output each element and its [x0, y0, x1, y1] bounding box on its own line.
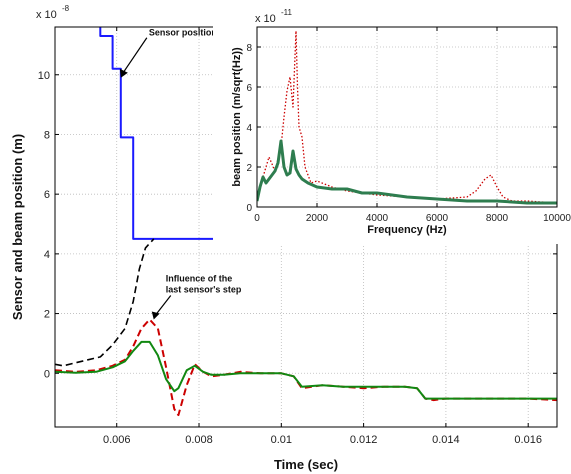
influence-arrowhead	[151, 311, 160, 320]
main-y-scale-label: x 10	[36, 9, 57, 21]
x-tick-label: 0.012	[350, 434, 378, 446]
inset-chart: 0 2000 4000 6000 8000 10000 0 2 4 6 8 x 10 -11 bea…	[213, 8, 571, 244]
x-tick-label: 0.01	[271, 434, 292, 446]
inset-background	[213, 8, 569, 244]
y-tick-label: 4	[246, 123, 252, 134]
influence-arrow	[156, 295, 172, 314]
series-line-1	[99, 27, 557, 240]
influence-annotation-line1: Influence of the	[166, 274, 233, 284]
y-tick-label: 6	[44, 189, 50, 201]
x-tick-label: 0.016	[514, 434, 542, 446]
inset-series	[257, 30, 557, 205]
inset-x-axis-label: Frequency (Hz)	[367, 224, 447, 236]
main-series	[55, 27, 557, 417]
y-tick-label: 8	[246, 43, 252, 54]
annotations: Sensor position Influence of the last se…	[119, 28, 242, 320]
sensor-position-arrow	[123, 37, 148, 73]
y-tick-label: 0	[44, 368, 50, 380]
x-tick-label: 8000	[486, 213, 509, 224]
main-y-scale-exponent: -8	[62, 4, 70, 13]
x-tick-label: 4000	[366, 213, 389, 224]
x-tick-label: 6000	[426, 213, 449, 224]
main-ticks: 0.006 0.008 0.01 0.012 0.014 0.016 0 2 4 6 8 10	[38, 27, 557, 446]
inset-y-scale-label: x 10	[255, 13, 276, 25]
x-tick-label: 0.008	[185, 434, 213, 446]
series-line-4	[55, 340, 557, 400]
inset-y-axis-label: beam position (m/sqrt(Hz))	[231, 47, 243, 187]
y-tick-label: 0	[246, 203, 252, 214]
y-tick-label: 2	[246, 163, 252, 174]
sensor-position-annotation: Sensor position	[149, 28, 217, 38]
x-tick-label: 2000	[306, 213, 329, 224]
x-tick-label: 0.006	[103, 434, 131, 446]
x-tick-label: 10000	[543, 213, 571, 224]
inset-plot-frame	[256, 26, 558, 208]
influence-annotation-line2: last sensor's step	[166, 285, 242, 295]
inset-y-scale-exponent: -11	[281, 8, 293, 17]
main-y-axis-label: Sensor and beam position (m)	[10, 134, 25, 320]
y-tick-label: 4	[44, 249, 50, 261]
main-x-axis-label: Time (sec)	[274, 457, 338, 472]
series-line-1	[257, 30, 557, 204]
series-line-2	[257, 139, 557, 205]
series-line-2	[55, 238, 155, 367]
x-tick-label: 0	[254, 213, 260, 224]
x-tick-label: 0.014	[432, 434, 460, 446]
y-tick-label: 8	[44, 129, 50, 141]
y-tick-label: 6	[246, 83, 252, 94]
y-tick-label: 10	[38, 70, 50, 82]
y-tick-label: 2	[44, 309, 50, 321]
sensor-position-arrowhead	[119, 68, 128, 78]
